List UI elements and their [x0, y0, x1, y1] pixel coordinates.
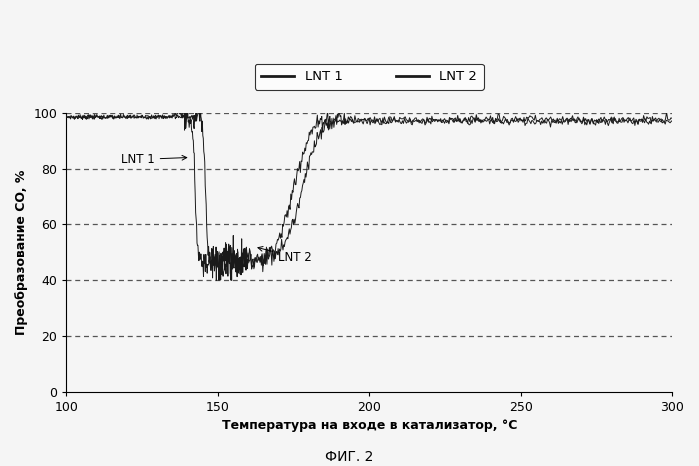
Text: LNT 1: LNT 1: [121, 153, 187, 166]
Legend: LNT 1, LNT 2: LNT 1, LNT 2: [255, 63, 484, 90]
Y-axis label: Преобразование CO, %: Преобразование CO, %: [15, 170, 28, 335]
Text: ФИГ. 2: ФИГ. 2: [325, 450, 374, 464]
Text: LNT 2: LNT 2: [258, 247, 312, 264]
X-axis label: Температура на входе в катализатор, °C: Температура на входе в катализатор, °C: [222, 419, 517, 432]
